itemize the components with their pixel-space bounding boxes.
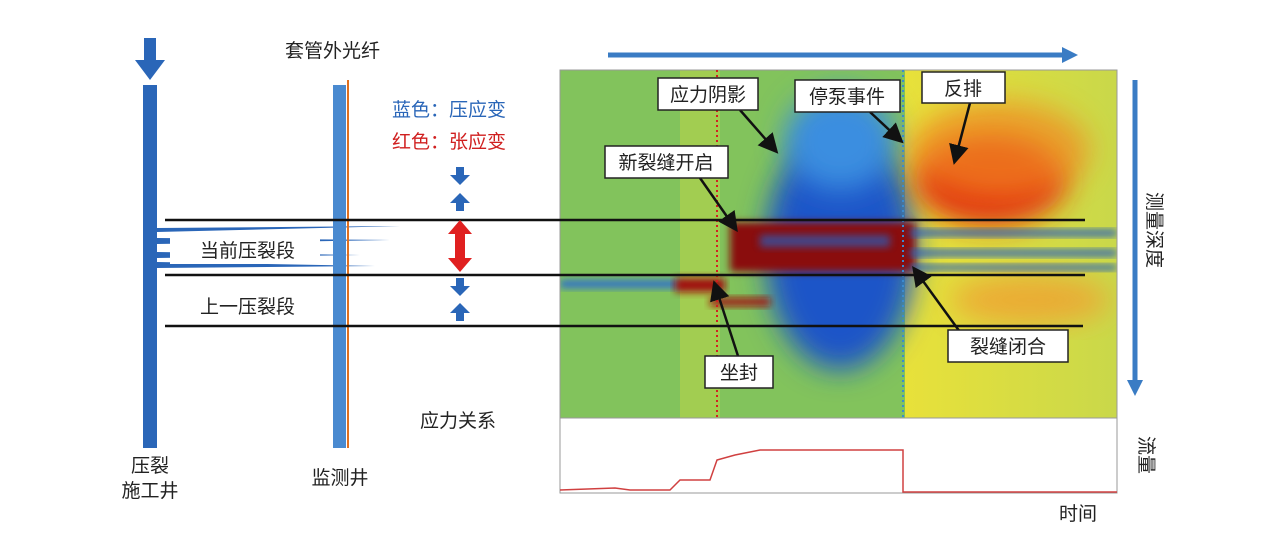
- monitor-well-label: 监测井: [311, 467, 368, 489]
- stage-current: 当前压裂段: [200, 240, 295, 262]
- tension-arrow: [448, 220, 472, 272]
- flow-label: 流量: [1135, 436, 1157, 474]
- flow-curve: [559, 449, 1117, 493]
- callout-box: [604, 145, 729, 179]
- depth-label: 测量深度: [1143, 192, 1165, 268]
- legend-blue: 蓝色：压应变: [392, 99, 506, 121]
- callout-arrows: [698, 102, 972, 357]
- fiber-label: 套管外光纤: [285, 40, 380, 62]
- arrow-head: [1062, 47, 1078, 63]
- frac-well-label: 压裂: [131, 455, 169, 477]
- callout-box: [794, 79, 901, 113]
- callout-box: [947, 329, 1069, 363]
- callout: 新裂缝开启: [618, 152, 713, 174]
- stage-previous: 上一压裂段: [200, 296, 295, 318]
- callout: 停泵事件: [809, 86, 885, 108]
- frac-well: [143, 85, 157, 448]
- legend-red: 红色：张应变: [392, 131, 506, 153]
- callout: 裂缝闭合: [970, 336, 1046, 358]
- callout: 应力阴影: [670, 84, 746, 106]
- callout: 反排: [944, 78, 982, 100]
- strain-arrows: [450, 167, 470, 321]
- stress-relation: 应力关系: [420, 410, 496, 432]
- callout-box: [921, 71, 1006, 104]
- flow-panel: [559, 417, 1118, 494]
- label-bg: [170, 232, 320, 264]
- frac-well-label: 施工井: [121, 480, 178, 502]
- callout-box: [657, 77, 759, 111]
- callout-box: [704, 355, 774, 389]
- time-label: 时间: [1059, 503, 1097, 525]
- inject-arrow: [135, 38, 165, 80]
- heatmap: [559, 69, 1118, 493]
- arrow-head: [1127, 380, 1143, 396]
- monitor-well: [333, 85, 346, 448]
- callout: 坐封: [720, 362, 758, 384]
